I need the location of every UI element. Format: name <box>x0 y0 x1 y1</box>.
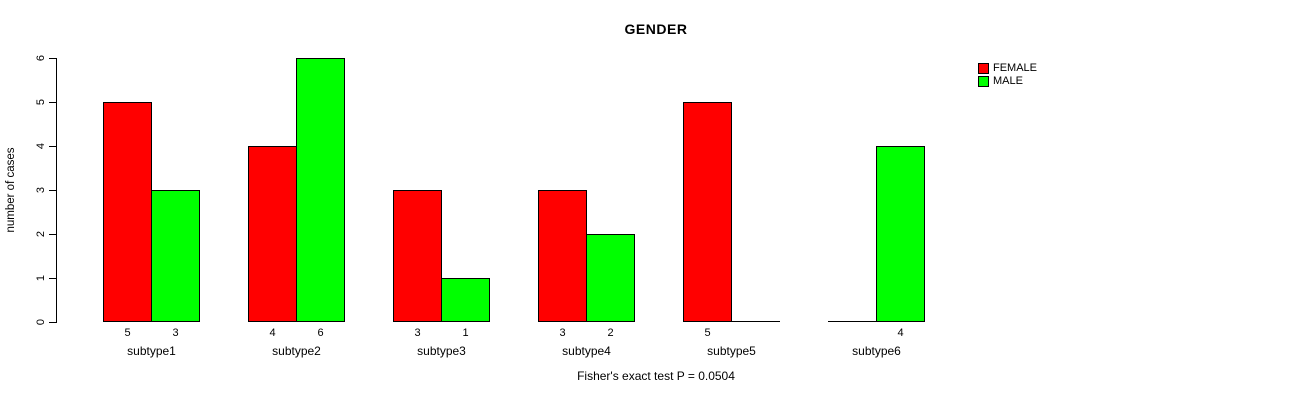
caption-text: Fisher's exact test P = 0.0504 <box>577 369 735 383</box>
bar-female-subtype5 <box>683 102 732 322</box>
y-tick <box>49 322 57 323</box>
bar-value-label-female-subtype2: 4 <box>269 327 276 339</box>
bar-value-label-male-subtype6: 4 <box>897 327 904 339</box>
legend-label-male: MALE <box>993 75 1023 87</box>
bar-male-subtype6 <box>876 146 925 322</box>
legend-item-male: MALE <box>978 76 1037 87</box>
category-label-subtype2: subtype2 <box>272 344 321 358</box>
y-tick-label: 1 <box>35 274 47 282</box>
bar-male-subtype4 <box>586 234 635 322</box>
bar-female-subtype3 <box>393 190 442 322</box>
legend-label-female: FEMALE <box>993 62 1038 74</box>
zero-bar-male-subtype5 <box>731 321 780 322</box>
bar-value-label-female-subtype3: 3 <box>414 327 421 339</box>
y-tick <box>49 102 57 103</box>
y-tick-label: 4 <box>35 142 47 150</box>
y-tick <box>49 190 57 191</box>
legend-item-female: FEMALE <box>978 63 1037 74</box>
category-label-subtype6: subtype6 <box>852 344 901 358</box>
y-tick <box>49 278 57 279</box>
bar-female-subtype4 <box>538 190 587 322</box>
category-label-subtype3: subtype3 <box>417 344 466 358</box>
category-label-subtype5: subtype5 <box>707 344 756 358</box>
bar-value-label-male-subtype2: 6 <box>317 327 324 339</box>
legend-swatch-male <box>978 76 989 87</box>
y-axis-label: number of cases <box>5 147 17 233</box>
y-tick-label: 5 <box>35 98 47 106</box>
y-tick <box>49 234 57 235</box>
bar-value-label-male-subtype4: 2 <box>607 327 614 339</box>
bar-value-label-female-subtype5: 5 <box>704 327 711 339</box>
bar-male-subtype2 <box>296 58 345 322</box>
bar-male-subtype3 <box>441 278 490 322</box>
bar-value-label-female-subtype4: 3 <box>559 327 566 339</box>
bar-female-subtype1 <box>103 102 152 322</box>
y-tick-label: 0 <box>35 318 47 326</box>
bar-value-label-male-subtype3: 1 <box>462 327 469 339</box>
legend: FEMALE MALE <box>978 63 1037 87</box>
zero-bar-female-subtype6 <box>828 321 877 322</box>
chart-title: GENDER <box>624 21 688 37</box>
y-tick <box>49 58 57 59</box>
y-tick-label: 2 <box>35 230 47 238</box>
category-label-subtype1: subtype1 <box>127 344 176 358</box>
bar-female-subtype2 <box>248 146 297 322</box>
bar-value-label-male-subtype1: 3 <box>172 327 179 339</box>
y-tick <box>49 146 57 147</box>
bar-male-subtype1 <box>151 190 200 322</box>
y-tick-label: 3 <box>35 186 47 194</box>
legend-swatch-female <box>978 63 989 74</box>
bar-value-label-female-subtype1: 5 <box>124 327 131 339</box>
category-label-subtype4: subtype4 <box>562 344 611 358</box>
y-tick-label: 6 <box>35 54 47 62</box>
